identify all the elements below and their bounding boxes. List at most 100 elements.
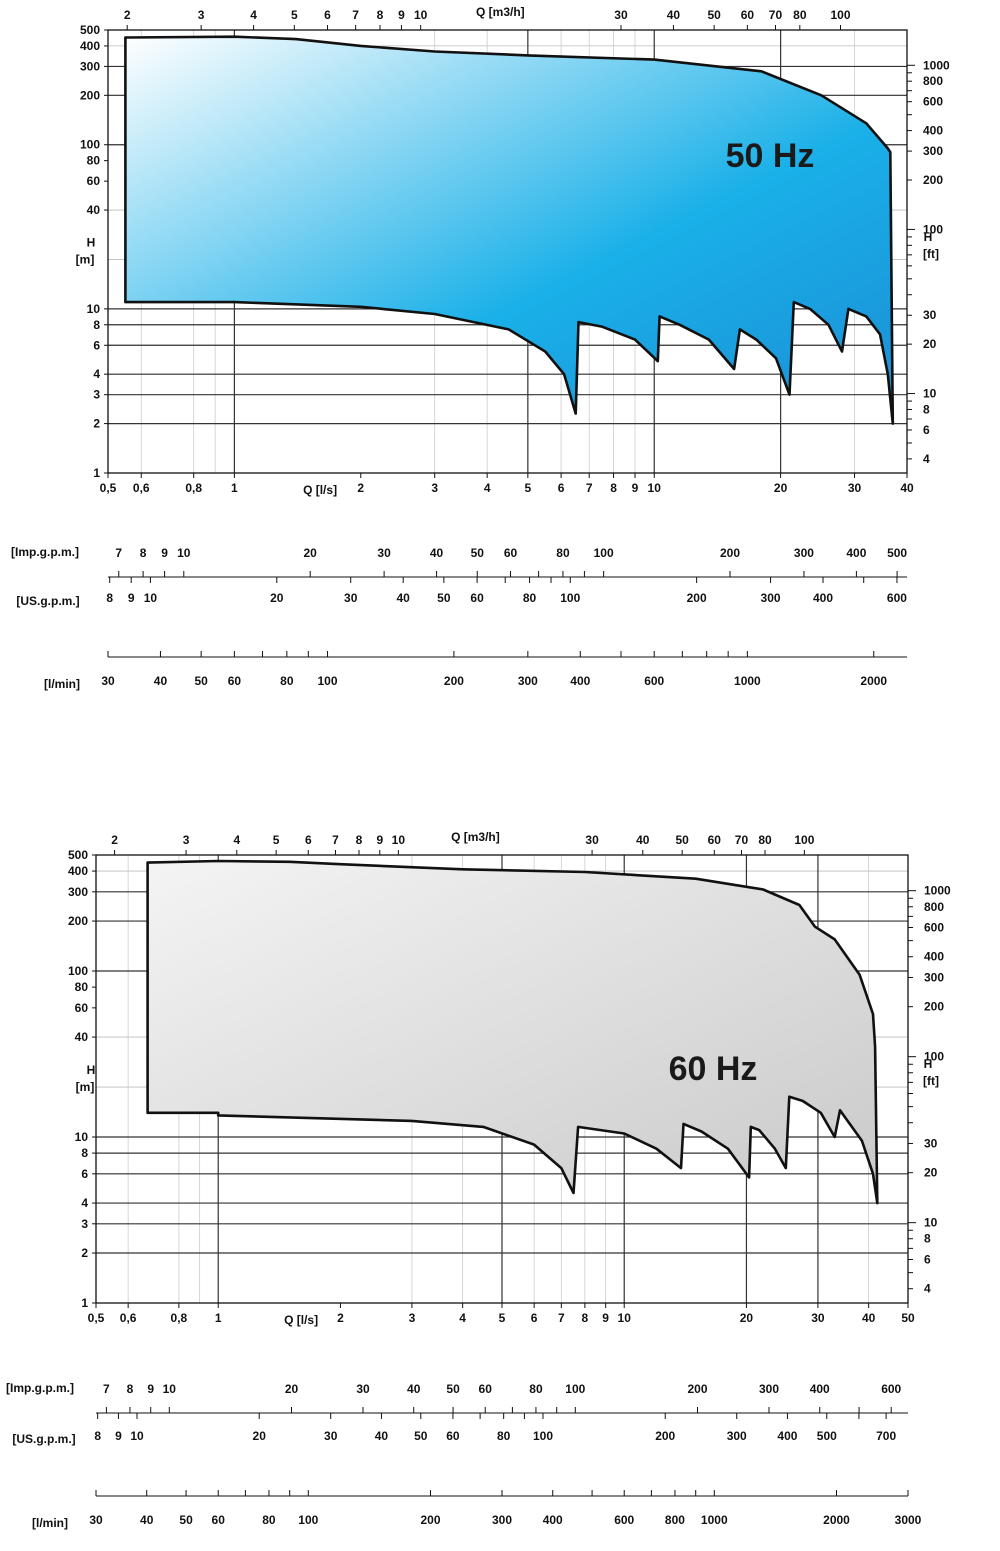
- y-axis-unit-left: [m]: [76, 1080, 95, 1094]
- us-gpm-tick-label: 200: [687, 591, 707, 605]
- x-tick-label-top: 40: [667, 8, 681, 22]
- y-tick-label-left: 80: [87, 154, 101, 168]
- x-tick-label-top: 80: [793, 8, 807, 22]
- y-tick-label-left: 10: [75, 1130, 89, 1144]
- x-tick-label-bottom: 3: [431, 481, 438, 495]
- y-tick-label-right: 10: [923, 387, 937, 401]
- lmin-tick-label: 40: [154, 674, 168, 688]
- plot-frame: [107, 29, 908, 474]
- y-tick-label-right: 800: [924, 900, 944, 914]
- x-tick-label-bottom: 3: [409, 1311, 416, 1325]
- us-gpm-tick-label: 60: [446, 1429, 460, 1443]
- y-tick-label-right: 4: [924, 1282, 931, 1296]
- x-tick-label-top: 50: [675, 833, 689, 847]
- x-tick-label-top: 3: [198, 8, 205, 22]
- us-gpm-tick-label: 9: [128, 591, 135, 605]
- imp-gpm-tick-label: 200: [720, 546, 740, 560]
- x-tick-label-bottom: 30: [848, 481, 862, 495]
- imp-gpm-tick-label: 50: [471, 546, 485, 560]
- y-tick-label-right: 300: [923, 144, 943, 158]
- imp-gpm-tick-label: 10: [177, 546, 191, 560]
- y-tick-label-left: 60: [87, 174, 101, 188]
- frequency-label: 50 Hz: [726, 137, 815, 175]
- lmin-tick-label: 600: [644, 674, 664, 688]
- us-gpm-tick-label: 100: [533, 1429, 553, 1443]
- y-tick-label-right: 600: [923, 95, 943, 109]
- x-tick-label-bottom: 0,6: [133, 481, 150, 495]
- x-tick-label-bottom: 7: [586, 481, 593, 495]
- imp-gpm-tick-label: 500: [887, 546, 907, 560]
- y-axis-unit-right: [ft]: [923, 247, 939, 261]
- lmin-title: [l/min]: [44, 677, 80, 691]
- imp-gpm-tick-label: 400: [846, 546, 866, 560]
- lmin-tick-label: 300: [492, 1513, 512, 1527]
- x-tick-label-bottom: 10: [648, 481, 662, 495]
- y-tick-label-right: 100: [924, 1050, 944, 1064]
- y-tick-label-left: 80: [75, 980, 89, 994]
- x-tick-label-bottom: 30: [811, 1311, 825, 1325]
- us-gpm-tick-label: 10: [144, 591, 158, 605]
- y-tick-label-right: 200: [923, 173, 943, 187]
- us-gpm-tick-label: 50: [414, 1429, 428, 1443]
- lmin-tick-label: 400: [570, 674, 590, 688]
- y-tick-label-right: 600: [924, 921, 944, 935]
- y-tick-label-right: 1000: [923, 58, 950, 72]
- us-gpm-tick-label: 80: [523, 591, 537, 605]
- y-tick-label-left: 300: [80, 59, 100, 73]
- x-axis-title-bottom: Q [l/s]: [284, 1313, 318, 1327]
- us-gpm-tick-label: 600: [887, 591, 907, 605]
- us-gpm-title: [US.g.p.m.]: [16, 594, 79, 608]
- y-tick-label-right: 200: [924, 1000, 944, 1014]
- lmin-tick-label: 400: [543, 1513, 563, 1527]
- y-axis-unit-right: [ft]: [923, 1074, 939, 1088]
- x-tick-label-top: 40: [636, 833, 650, 847]
- x-axis-title-bottom: Q [l/s]: [303, 483, 337, 497]
- imp-gpm-tick-label: 40: [407, 1382, 421, 1396]
- imp-gpm-tick-label: 20: [285, 1382, 299, 1396]
- x-tick-label-bottom: 6: [558, 481, 565, 495]
- y-tick-label-left: 200: [68, 914, 88, 928]
- y-tick-label-left: 8: [81, 1146, 88, 1160]
- x-tick-label-top: 50: [707, 8, 721, 22]
- us-gpm-tick-label: 40: [375, 1429, 389, 1443]
- x-tick-label-top: 5: [291, 8, 298, 22]
- lmin-tick-label: 80: [280, 674, 294, 688]
- x-tick-label-bottom: 5: [499, 1311, 506, 1325]
- imp-gpm-tick-label: 7: [103, 1382, 110, 1396]
- lmin-tick-label: 1000: [701, 1513, 728, 1527]
- x-tick-label-bottom: 0,5: [100, 481, 117, 495]
- y-tick-label-left: 8: [93, 318, 100, 332]
- x-tick-label-bottom: 6: [531, 1311, 538, 1325]
- x-tick-label-top: 2: [111, 833, 118, 847]
- us-gpm-tick-label: 100: [560, 591, 580, 605]
- x-tick-label-top: 100: [830, 8, 850, 22]
- imp-gpm-tick-label: 200: [687, 1382, 707, 1396]
- x-tick-label-top: 3: [183, 833, 190, 847]
- chart-60hz: 0,5 0,6 0,8 1 2 3 4 5 6 7 8 9 10 20 30 40 50Q [l/s]2 3 4 5 6…: [68, 830, 951, 1327]
- y-tick-label-left: 500: [68, 848, 88, 862]
- y-tick-label-right: 1000: [924, 884, 951, 898]
- y-tick-label-left: 1: [93, 466, 100, 480]
- us-gpm-tick-label: 50: [437, 591, 451, 605]
- y-axis-unit-left: [m]: [76, 252, 95, 266]
- y-tick-label-left: 3: [81, 1217, 88, 1231]
- us-gpm-tick-label: 30: [344, 591, 358, 605]
- lmin-tick-label: 200: [420, 1513, 440, 1527]
- imp-gpm-tick-label: 400: [810, 1382, 830, 1396]
- y-axis-title-right: H: [924, 1057, 933, 1071]
- x-tick-label-top: 100: [794, 833, 814, 847]
- imp-gpm-tick-label: 100: [565, 1382, 585, 1396]
- y-tick-label-right: 400: [924, 950, 944, 964]
- lmin-tick-label: 3000: [895, 1513, 922, 1527]
- y-tick-label-left: 2: [93, 417, 100, 431]
- x-tick-label-bottom: 7: [558, 1311, 565, 1325]
- imp-gpm-tick-label: 60: [479, 1382, 493, 1396]
- imp-gpm-tick-label: 300: [759, 1382, 779, 1396]
- x-tick-label-bottom: 20: [774, 481, 788, 495]
- us-gpm-tick-label: 300: [761, 591, 781, 605]
- x-tick-label-bottom: 9: [632, 481, 639, 495]
- imp-gpm-tick-label: 40: [430, 546, 444, 560]
- imp-gpm-tick-label: 100: [594, 546, 614, 560]
- imp-gpm-tick-label: 600: [881, 1382, 901, 1396]
